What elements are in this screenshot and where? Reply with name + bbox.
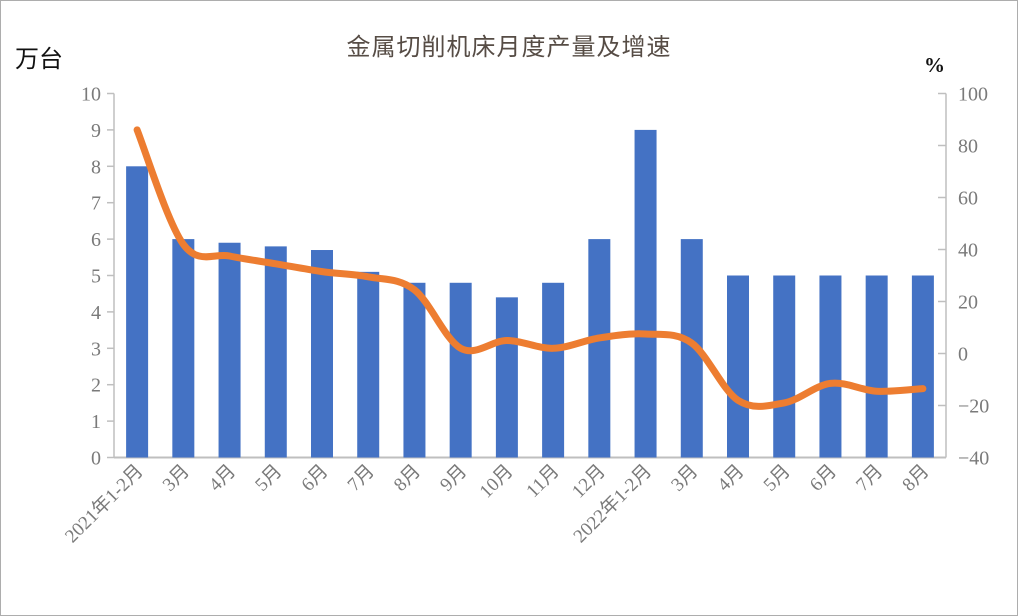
left-axis-label: 9 [91,120,101,142]
production-bar [449,282,472,458]
x-axis-label: 3月 [667,461,702,496]
production-bar [542,282,565,458]
x-axis-label: 4月 [714,461,749,496]
x-axis-label: 6月 [298,461,333,496]
left-axis-label: 7 [91,193,101,215]
right-axis-label: −20 [958,396,989,418]
x-axis-label: 12月 [568,461,610,503]
x-axis-label: 5月 [760,461,795,496]
x-axis-label: 4月 [205,461,240,496]
production-bar [264,246,287,458]
left-axis-unit-label: 万台 [15,47,63,73]
x-axis-label: 5月 [251,461,286,496]
right-axis-label: −40 [958,448,989,470]
right-axis-label: 60 [958,188,978,210]
left-axis-label: 10 [81,84,101,106]
production-bar [357,271,380,458]
production-bar [172,239,195,458]
x-axis-label: 6月 [806,461,841,496]
production-bar [819,275,842,458]
x-axis-label: 11月 [522,461,563,502]
left-axis-label: 8 [91,156,101,178]
production-bar [311,250,333,458]
production-bar [865,275,888,458]
production-bar [126,166,149,458]
production-bar [218,242,241,458]
production-bar [727,275,749,458]
production-bar [773,275,796,458]
growth-line [133,126,927,410]
right-axis-label: 80 [958,136,978,158]
left-axis-label: 6 [91,229,101,251]
right-axis-label: 40 [958,240,978,262]
x-axis-label: 7月 [344,461,379,496]
x-axis-label: 8月 [898,461,933,496]
production-bar [680,239,703,458]
production-bar [911,275,934,458]
left-axis-label: 3 [91,338,101,360]
x-axis-label: 2021年1-2月 [60,460,147,547]
left-axis-label: 0 [91,448,101,470]
x-axis-label: 9月 [436,461,471,496]
right-axis-unit-label: % [924,53,945,77]
production-bar [588,239,611,458]
chart-title: 金属切削机床月度产量及增速 [346,35,672,61]
x-axis-label: 3月 [159,461,194,496]
production-bar [403,282,426,458]
x-axis-label: 8月 [390,461,425,496]
right-axis-label: 100 [958,84,988,106]
production-bar [634,129,657,458]
left-axis-label: 2 [91,375,101,397]
left-axis-label: 5 [91,266,101,288]
x-axis-label: 10月 [476,461,518,503]
right-axis-label: 20 [958,292,978,314]
left-axis-label: 1 [91,411,101,433]
production-bar [495,297,518,458]
x-axis-label: 7月 [852,461,887,496]
right-axis-label: 0 [958,344,968,366]
left-axis-label: 4 [91,302,101,324]
